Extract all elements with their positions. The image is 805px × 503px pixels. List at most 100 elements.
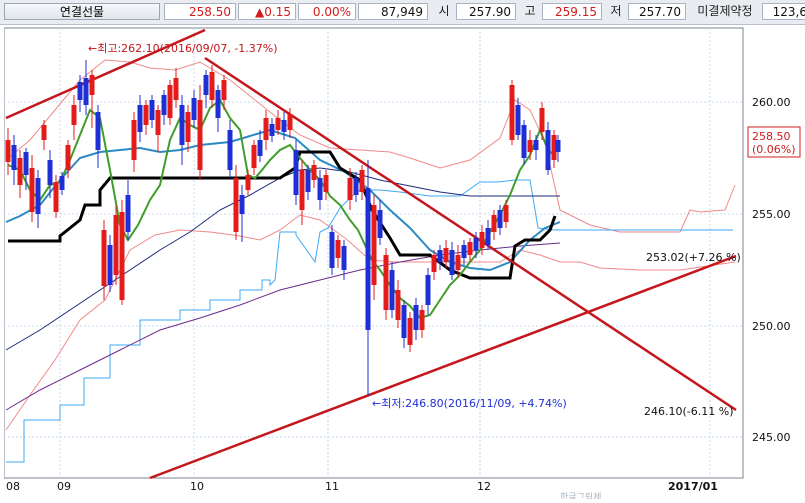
current-change: (0.06%) xyxy=(752,143,796,156)
candle-body xyxy=(35,178,41,214)
ma-short-teal xyxy=(5,128,561,272)
candle-body xyxy=(113,215,119,275)
x-tick: 09 xyxy=(57,480,71,493)
candle-body xyxy=(209,72,215,100)
current-price-tag xyxy=(747,126,801,158)
y-tick: 250.00 xyxy=(752,320,791,333)
y-tick: 260.00 xyxy=(752,96,791,109)
candle-body xyxy=(245,175,251,190)
candle-body xyxy=(221,80,227,100)
candle-body xyxy=(497,210,503,228)
candle-body xyxy=(359,170,365,192)
x-tick: 2017/01 xyxy=(668,480,718,493)
symbol-label: 연결선물 xyxy=(59,5,105,19)
candle-body xyxy=(485,228,491,245)
candle-body xyxy=(47,160,53,185)
candle-body xyxy=(335,240,341,258)
upper-trend-label: 253.02(+7.26 %) xyxy=(646,251,741,264)
symbol-button[interactable]: 연결선물 xyxy=(4,3,160,20)
candle-body xyxy=(467,242,473,255)
candle-body xyxy=(509,85,515,140)
cloud-line xyxy=(6,179,733,463)
low-field: 257.70 xyxy=(628,3,686,20)
candle-body xyxy=(71,105,77,125)
price-chart[interactable]: ←최고:262.10(2016/09/07, -1.37%) ←최저:246.8… xyxy=(3,27,804,503)
candle-body xyxy=(53,182,59,212)
candle-body xyxy=(515,105,521,135)
candle-body xyxy=(77,82,83,100)
ma-long-purple xyxy=(5,242,561,411)
candle-body xyxy=(23,152,29,175)
candle-body xyxy=(197,100,203,170)
candle-body xyxy=(371,205,377,285)
ma-mid-navy xyxy=(5,167,560,351)
candle-body xyxy=(323,175,329,192)
candle-body xyxy=(521,125,527,158)
high-field: 259.15 xyxy=(542,3,602,20)
candle-body xyxy=(179,105,185,145)
trend-lines xyxy=(5,28,737,480)
candle-body xyxy=(95,112,101,150)
candle-body xyxy=(239,195,245,214)
candle-body xyxy=(275,118,281,130)
chart-canvas: ←최고:262.10(2016/09/07, -1.37%) ←최저:246.8… xyxy=(3,27,801,503)
candle-body xyxy=(281,120,287,132)
candle-body xyxy=(5,140,11,162)
y-tick: 245.00 xyxy=(752,431,791,444)
high-annotation: ←최고:262.10(2016/09/07, -1.37%) xyxy=(88,42,278,55)
candle-body xyxy=(263,118,269,140)
candle-body xyxy=(461,245,467,258)
x-tick: 08 xyxy=(6,480,20,493)
open-label: 시 xyxy=(438,4,450,18)
candle-body xyxy=(185,112,191,142)
candle-body xyxy=(473,238,479,250)
candle-body xyxy=(437,250,443,262)
candle-body xyxy=(137,105,143,132)
candle-body xyxy=(65,145,71,170)
candle-body xyxy=(149,100,155,120)
candle-body xyxy=(143,105,149,125)
y-tick: 255.00 xyxy=(752,208,791,221)
x-tick: 10 xyxy=(190,480,204,493)
candle-body xyxy=(269,124,275,136)
candle-body xyxy=(419,310,425,330)
volume-field: 87,949 xyxy=(358,3,428,20)
candle-body xyxy=(155,110,161,135)
candle-body xyxy=(257,140,263,156)
x-tick: 11 xyxy=(325,480,339,493)
candle-body xyxy=(167,85,173,118)
lower-trend-label: 246.10(-6.11 %) xyxy=(644,405,733,418)
candle-body xyxy=(107,245,113,285)
candle-body xyxy=(299,170,305,210)
y-axis: 260.00 255.00 250.00 245.00 xyxy=(752,96,791,444)
x-tick: 12 xyxy=(477,480,491,493)
candle-body xyxy=(317,178,323,200)
candle-body xyxy=(293,150,299,195)
candle-body xyxy=(215,90,221,118)
candle-body xyxy=(413,305,419,330)
candle-body xyxy=(365,188,371,330)
change-field: ▲0.15 xyxy=(238,3,296,20)
candle-body xyxy=(395,290,401,320)
candle-body xyxy=(83,78,89,105)
candle-body xyxy=(227,130,233,170)
candle-body xyxy=(533,140,539,150)
open-field: 257.90 xyxy=(456,3,516,20)
candle-body xyxy=(161,95,167,115)
candle-body xyxy=(389,270,395,310)
candle-body xyxy=(329,232,335,268)
candle-body xyxy=(203,75,209,95)
price-field: 258.50 xyxy=(164,3,236,20)
candle-body xyxy=(11,145,17,170)
candle-body xyxy=(539,108,545,132)
candle-body xyxy=(449,250,455,275)
candle-body xyxy=(341,246,347,270)
candle-body xyxy=(191,98,197,120)
candle-body xyxy=(59,176,65,190)
ma-fast-green xyxy=(7,98,556,320)
candle-body xyxy=(551,135,557,160)
candle-body xyxy=(479,232,485,248)
base-line xyxy=(8,150,557,280)
candle-body xyxy=(41,125,47,140)
candle-body xyxy=(311,165,317,180)
